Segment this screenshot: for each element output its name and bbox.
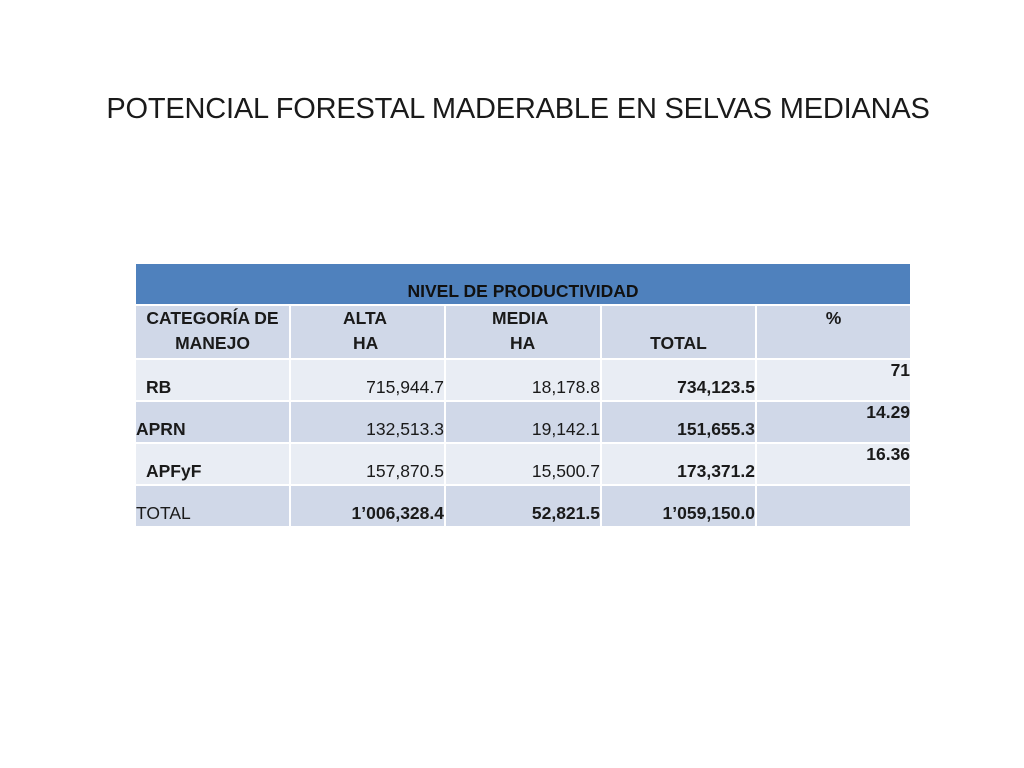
- col-header-media-line1: MEDIA: [492, 308, 549, 328]
- col-header-total: TOTAL: [600, 304, 757, 360]
- cell-media-text: 15,500.7: [531, 461, 600, 481]
- col-header-total-label: TOTAL: [650, 333, 707, 353]
- cell-media: 19,142.1: [444, 400, 602, 444]
- col-header-categoria-line1: CATEGORÍA DE: [146, 308, 279, 328]
- cell-alta-text: 1’006,328.4: [351, 503, 444, 523]
- col-header-alta-line1: ALTA: [343, 308, 388, 328]
- cell-total-text: 1’059,150.0: [662, 503, 755, 523]
- cell-alta-text: 715,944.7: [366, 377, 444, 397]
- cell-media-text: 19,142.1: [531, 419, 600, 439]
- cell-media-text: 18,178.8: [531, 377, 600, 397]
- col-header-media: MEDIA HA: [444, 304, 602, 360]
- cell-categoria-text: APRN: [136, 419, 186, 439]
- cell-categoria: RB: [134, 358, 291, 402]
- cell-alta: 1’006,328.4: [289, 484, 446, 528]
- cell-media: 18,178.8: [444, 358, 602, 402]
- cell-total: 173,371.2: [600, 442, 757, 486]
- cell-categoria-text: TOTAL: [136, 503, 191, 523]
- table-row: RB 715,944.7 18,178.8 734,123.5 71: [134, 358, 913, 402]
- cell-media: 15,500.7: [444, 442, 602, 486]
- cell-media: 52,821.5: [444, 484, 602, 528]
- cell-pct-text: 71: [890, 360, 911, 380]
- table-totals-row: TOTAL 1’006,328.4 52,821.5 1’059,150.0: [134, 484, 913, 528]
- cell-pct: 14.29: [754, 400, 913, 444]
- cell-pct: 16.36: [754, 442, 913, 486]
- cell-pct-text: 14.29: [866, 402, 911, 422]
- cell-total-text: 151,655.3: [677, 419, 755, 439]
- col-header-alta: ALTA HA: [289, 304, 446, 360]
- col-header-pct-label: %: [825, 308, 842, 328]
- productivity-table: NIVEL DE PRODUCTIVIDAD CATEGORÍA DE MANE…: [133, 262, 913, 528]
- cell-categoria: APRN: [134, 400, 291, 444]
- cell-alta-text: 132,513.3: [366, 419, 444, 439]
- cell-pct: [754, 484, 913, 528]
- group-header-label: NIVEL DE PRODUCTIVIDAD: [407, 281, 639, 301]
- cell-categoria: APFyF: [134, 442, 291, 486]
- cell-alta: 132,513.3: [289, 400, 446, 444]
- col-header-media-line2: HA: [510, 333, 536, 353]
- cell-alta: 157,870.5: [289, 442, 446, 486]
- slide-title: POTENCIAL FORESTAL MADERABLE EN SELVAS M…: [106, 93, 930, 125]
- cell-total: 151,655.3: [600, 400, 757, 444]
- cell-alta: 715,944.7: [289, 358, 446, 402]
- group-header-cell: NIVEL DE PRODUCTIVIDAD: [133, 262, 913, 306]
- col-header-categoria: CATEGORÍA DE MANEJO: [134, 304, 291, 360]
- cell-total-text: 734,123.5: [677, 377, 755, 397]
- cell-total-text: 173,371.2: [677, 461, 755, 481]
- cell-pct: 71: [754, 358, 913, 402]
- cell-total: 734,123.5: [600, 358, 757, 402]
- cell-total: 1’059,150.0: [600, 484, 757, 528]
- cell-categoria-text: APFyF: [146, 461, 202, 481]
- col-header-pct: %: [754, 304, 913, 360]
- cell-alta-text: 157,870.5: [366, 461, 444, 481]
- table-row: APFyF 157,870.5 15,500.7 173,371.2 16.36: [134, 442, 913, 486]
- col-header-categoria-line2: MANEJO: [175, 333, 250, 353]
- table-column-header-row: CATEGORÍA DE MANEJO ALTA HA MEDIA HA TOT…: [134, 304, 913, 360]
- table-group-header-row: NIVEL DE PRODUCTIVIDAD: [133, 262, 913, 306]
- cell-categoria: TOTAL: [134, 484, 291, 528]
- table-row: APRN 132,513.3 19,142.1 151,655.3 14.29: [134, 400, 913, 444]
- cell-categoria-text: RB: [146, 377, 172, 397]
- cell-media-text: 52,821.5: [531, 503, 600, 523]
- cell-pct-text: 16.36: [866, 444, 911, 464]
- col-header-alta-line2: HA: [353, 333, 379, 353]
